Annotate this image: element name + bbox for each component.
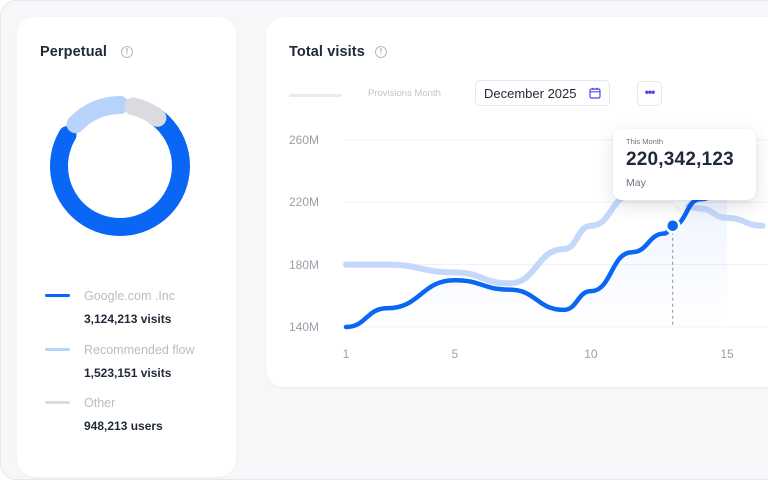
chart-area (346, 189, 728, 327)
donut-segment-google (50, 106, 190, 236)
tooltip-value: 220,342,123 (626, 149, 734, 170)
x-tick-label: 1 (342, 347, 350, 361)
donut-segment-other (124, 97, 167, 127)
perpetual-title: Perpetual (40, 44, 107, 60)
y-tick-label: 180M (289, 257, 320, 272)
legend-swatch-google (45, 294, 70, 297)
legend-label-other: Other (84, 396, 116, 410)
donut-segments (50, 96, 190, 236)
legend-swatch-other (45, 401, 70, 404)
total-visits-line-chart (343, 139, 768, 330)
info-icon[interactable]: ! (121, 46, 133, 58)
tooltip-caption: This Month (626, 137, 664, 146)
highlight-point[interactable] (664, 217, 681, 234)
tooltip-month: May (626, 177, 646, 189)
more-options-button[interactable]: ••• (637, 81, 662, 106)
provisions-month-filter[interactable]: Provisions Month (368, 88, 441, 99)
legend-value-google: 3,124,213 visits (84, 312, 172, 326)
legend-label-google: Google.com .Inc (84, 289, 176, 303)
y-tick-label: 260M (289, 133, 320, 147)
date-select-value: December 2025 (484, 86, 577, 101)
series-line-previous (343, 186, 766, 287)
legend-label-recommended: Recommended flow (84, 343, 195, 357)
y-tick-label: 220M (289, 195, 320, 210)
x-tick-label: 15 (720, 347, 734, 361)
filter-indicator (289, 94, 342, 97)
x-tick-label: 10 (584, 347, 598, 361)
legend-value-recommended: 1,523,151 visits (84, 366, 172, 380)
chart-highlight (664, 217, 681, 327)
total-visits-title: Total visits (289, 44, 365, 60)
more-icon: ••• (644, 85, 656, 99)
donut-segment-recommended (66, 96, 129, 134)
perpetual-card (17, 17, 236, 477)
x-tick-label: 5 (451, 347, 459, 361)
perpetual-donut-chart (50, 96, 190, 236)
date-select[interactable]: December 2025 (475, 80, 610, 106)
legend-swatch-recommended (45, 348, 70, 351)
chart-tooltip: This Month 220,342,123 May (613, 129, 756, 200)
legend-value-other: 948,213 users (84, 419, 163, 433)
calendar-icon (589, 87, 601, 99)
info-icon[interactable]: ! (375, 46, 387, 58)
series-area-this-month (346, 189, 728, 327)
y-tick-label: 140M (289, 320, 320, 334)
